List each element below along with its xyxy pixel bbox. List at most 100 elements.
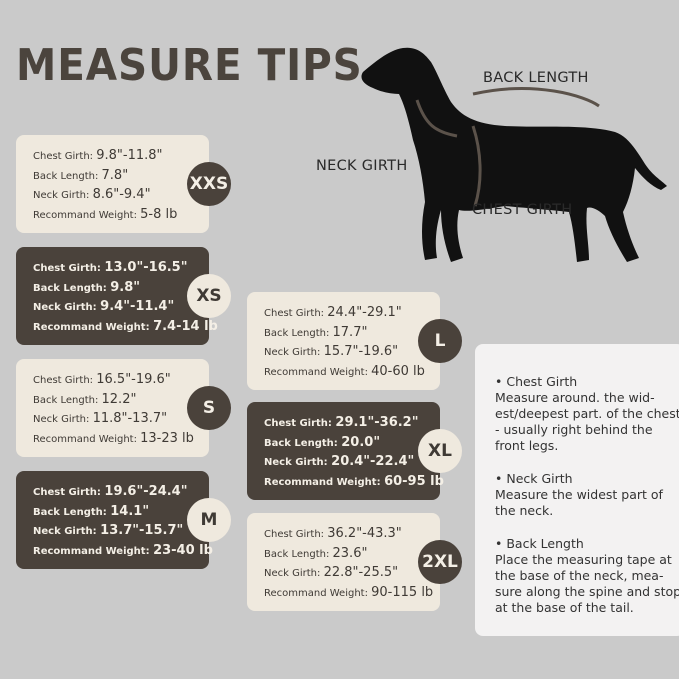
field-label: Back Length: <box>33 170 99 182</box>
row-chest: Chest Girth: 36.2"-43.3" <box>264 525 440 545</box>
row-weight: Recommand Weight: 7.4-14 lb <box>33 318 218 338</box>
field-value: 23.6" <box>332 545 368 561</box>
field-value: 24.4"-29.1" <box>327 305 402 320</box>
field-value: 19.6"-24.4" <box>104 484 188 499</box>
row-chest: Chest Girth: 13.0"-16.5" <box>33 259 209 279</box>
row-neck: Neck Girth: 8.6"-9.4" <box>33 186 209 206</box>
field-value: 11.8"-13.7" <box>92 411 168 426</box>
row-back: Back Length: 20.0" <box>264 434 440 454</box>
field-value: 40-60 lb <box>371 363 425 379</box>
field-value: 9.8"-11.8" <box>96 148 163 163</box>
field-value: 5-8 lb <box>140 206 178 222</box>
field-value: 12.2" <box>101 391 137 407</box>
field-value: 23-40 lb <box>153 542 213 558</box>
row-weight: Recommand Weight: 40-60 lb <box>264 363 440 383</box>
row-neck: Neck Girth: 15.7"-19.6" <box>264 343 440 363</box>
field-label: Neck Girth: <box>33 190 90 201</box>
size-badge: 2XL <box>418 540 462 584</box>
field-label: Back Length: <box>264 548 330 560</box>
field-label: Recommand Weight: <box>33 321 150 333</box>
field-value: 7.8" <box>101 167 129 183</box>
row-neck: Neck Girth: 9.4"-11.4" <box>33 298 209 318</box>
field-label: Neck Girth: <box>264 568 321 579</box>
back-length-label: BACK LENGTH <box>483 70 589 86</box>
tip-back: • Back Length Place the measuring tape at… <box>495 536 679 615</box>
size-badge: M <box>187 498 231 542</box>
field-value: 14.1" <box>110 503 150 519</box>
field-label: Chest Girth: <box>33 151 94 162</box>
measure-tips-panel: • Chest Girth Measure around. the wid-est… <box>475 344 679 636</box>
field-label: Back Length: <box>33 282 107 294</box>
field-label: Recommand Weight: <box>33 209 137 221</box>
size-badge: XS <box>187 274 231 318</box>
field-value: 15.7"-19.6" <box>323 344 399 359</box>
field-value: 60-95 lb <box>384 473 444 489</box>
field-value: 13.0"-16.5" <box>104 260 188 275</box>
field-value: 9.4"-11.4" <box>100 299 175 314</box>
field-label: Neck Girth: <box>33 414 90 425</box>
row-chest: Chest Girth: 29.1"-36.2" <box>264 414 440 434</box>
field-label: Back Length: <box>33 506 107 518</box>
field-label: Back Length: <box>33 394 99 406</box>
field-label: Recommand Weight: <box>264 366 368 378</box>
size-badge: XL <box>418 429 462 473</box>
field-label: Chest Girth: <box>33 487 101 498</box>
row-chest: Chest Girth: 24.4"-29.1" <box>264 304 440 324</box>
tip-neck: • Neck Girth Measure the widest part of t… <box>495 471 663 518</box>
page-title: MEASURE TIPS <box>16 40 363 91</box>
field-label: Neck Girth: <box>33 302 97 313</box>
field-value: 16.5"-19.6" <box>96 372 171 387</box>
row-chest: Chest Girth: 9.8"-11.8" <box>33 147 209 167</box>
size-badge: L <box>418 319 462 363</box>
size-card-2xl: Chest Girth: 36.2"-43.3" Back Length: 23.… <box>247 513 440 611</box>
row-back: Back Length: 7.8" <box>33 167 209 187</box>
neck-girth-label: NECK GIRTH <box>316 158 408 174</box>
field-label: Recommand Weight: <box>264 476 381 488</box>
field-label: Chest Girth: <box>264 418 332 429</box>
size-card-l: Chest Girth: 24.4"-29.1" Back Length: 17.… <box>247 292 440 390</box>
chest-girth-label: CHEST GIRTH <box>472 202 573 218</box>
row-weight: Recommand Weight: 13-23 lb <box>33 430 209 450</box>
field-value: 17.7" <box>332 324 368 340</box>
dog-silhouette-icon <box>361 47 667 262</box>
tip-chest: • Chest Girth Measure around. the wid-est… <box>495 374 679 453</box>
size-badge: XXS <box>187 162 231 206</box>
field-label: Back Length: <box>264 327 330 339</box>
size-badge: S <box>187 386 231 430</box>
field-label: Chest Girth: <box>264 308 325 319</box>
size-card-xxs: Chest Girth: 9.8"-11.8" Back Length: 7.8"… <box>16 135 209 233</box>
row-back: Back Length: 12.2" <box>33 391 209 411</box>
field-value: 13.7"-15.7" <box>100 523 184 538</box>
field-value: 8.6"-9.4" <box>92 187 151 202</box>
row-weight: Recommand Weight: 60-95 lb <box>264 473 444 493</box>
size-card-xs: Chest Girth: 13.0"-16.5" Back Length: 9.8… <box>16 247 218 345</box>
field-value: 29.1"-36.2" <box>335 415 419 430</box>
field-label: Chest Girth: <box>33 263 101 274</box>
row-weight: Recommand Weight: 90-115 lb <box>264 584 440 604</box>
field-label: Chest Girth: <box>264 529 325 540</box>
row-neck: Neck Girth: 22.8"-25.5" <box>264 564 440 584</box>
size-card-s: Chest Girth: 16.5"-19.6" Back Length: 12.… <box>16 359 209 457</box>
field-value: 22.8"-25.5" <box>323 565 399 580</box>
row-weight: Recommand Weight: 23-40 lb <box>33 542 213 562</box>
field-label: Neck Girth: <box>33 526 97 537</box>
field-value: 90-115 lb <box>371 584 434 600</box>
row-neck: Neck Girth: 20.4"-22.4" <box>264 453 440 473</box>
field-value: 13-23 lb <box>140 430 194 446</box>
row-chest: Chest Girth: 19.6"-24.4" <box>33 483 209 503</box>
row-back: Back Length: 14.1" <box>33 503 209 523</box>
field-value: 36.2"-43.3" <box>327 526 402 541</box>
field-value: 7.4-14 lb <box>153 318 218 334</box>
size-card-xl: Chest Girth: 29.1"-36.2" Back Length: 20.… <box>247 402 444 500</box>
size-card-m: Chest Girth: 19.6"-24.4" Back Length: 14.… <box>16 471 213 569</box>
row-back: Back Length: 23.6" <box>264 545 440 565</box>
field-label: Neck Girth: <box>264 347 321 358</box>
field-value: 20.4"-22.4" <box>331 454 415 469</box>
field-label: Recommand Weight: <box>33 433 137 445</box>
field-label: Recommand Weight: <box>33 545 150 557</box>
row-back: Back Length: 9.8" <box>33 279 209 299</box>
row-back: Back Length: 17.7" <box>264 324 440 344</box>
field-value: 20.0" <box>341 434 381 450</box>
field-label: Back Length: <box>264 437 338 449</box>
field-value: 9.8" <box>110 279 141 295</box>
